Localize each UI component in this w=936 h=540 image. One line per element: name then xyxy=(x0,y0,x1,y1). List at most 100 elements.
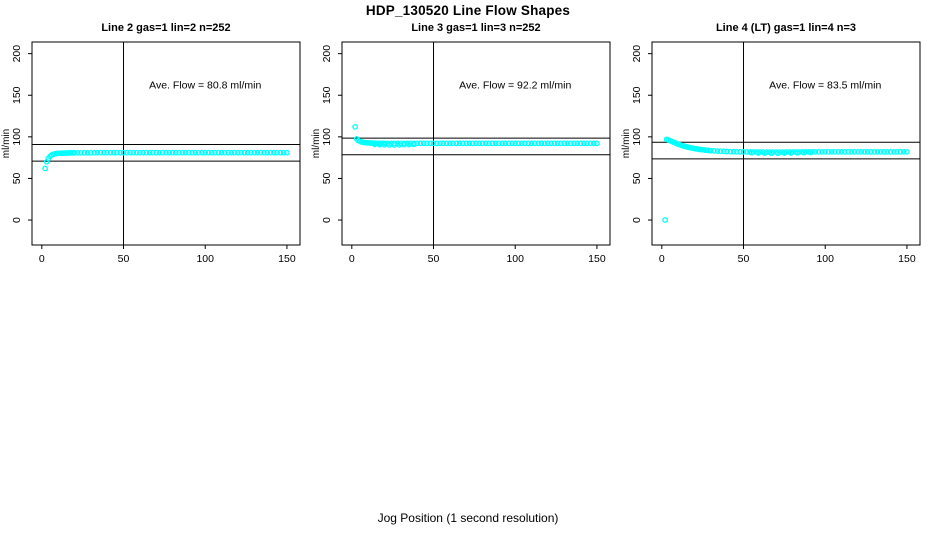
data-point xyxy=(594,140,600,147)
data-point xyxy=(734,148,740,155)
data-point xyxy=(473,140,479,147)
data-point xyxy=(561,140,568,147)
y-tick-label: 200 xyxy=(11,45,23,63)
data-point xyxy=(707,147,714,154)
y-tick-label: 100 xyxy=(11,128,23,146)
y-axis-label: ml/min xyxy=(621,129,632,158)
data-point xyxy=(133,149,140,156)
data-point xyxy=(724,148,731,155)
data-point xyxy=(476,140,483,147)
data-point xyxy=(541,140,548,147)
data-point xyxy=(84,149,91,156)
data-point xyxy=(874,149,881,155)
data-point xyxy=(486,140,492,147)
data-point xyxy=(192,149,199,156)
y-tick-label: 150 xyxy=(321,86,333,104)
data-point xyxy=(525,140,532,147)
y-axis-label: ml/min xyxy=(311,129,322,158)
data-point xyxy=(254,149,261,156)
data-point xyxy=(251,149,258,156)
data-point xyxy=(225,149,231,156)
data-point xyxy=(788,150,794,156)
data-point xyxy=(443,140,450,147)
data-point xyxy=(884,149,891,155)
data-point xyxy=(815,149,822,155)
data-point xyxy=(456,140,463,147)
data-point xyxy=(466,140,473,147)
plot-panel: Line 4 (LT) gas=1 lin=4 n=3 0 50 100 150 0 50 1… xyxy=(621,22,921,265)
data-point xyxy=(153,149,160,156)
data-point xyxy=(662,217,668,223)
data-point xyxy=(447,140,453,147)
data-point xyxy=(904,149,910,155)
data-point xyxy=(861,149,868,155)
data-point xyxy=(215,149,222,156)
data-point xyxy=(518,140,525,147)
data-point xyxy=(460,140,466,147)
y-tick-label: 50 xyxy=(631,172,643,184)
plot-frame xyxy=(651,41,921,246)
data-point xyxy=(143,149,150,156)
ave-flow-annotation: Ave. Flow = 92.2 ml/min xyxy=(459,80,571,92)
data-point xyxy=(91,149,97,156)
ave-flow-annotation: Ave. Flow = 83.5 ml/min xyxy=(769,80,881,92)
data-point xyxy=(577,140,584,147)
data-point xyxy=(848,149,855,155)
x-tick-label: 50 xyxy=(118,253,130,265)
data-point xyxy=(894,149,900,155)
data-point xyxy=(711,148,717,154)
x-tick-label: 100 xyxy=(196,253,214,265)
data-point xyxy=(528,140,535,147)
data-point xyxy=(469,140,476,147)
data-point xyxy=(202,149,209,156)
data-point xyxy=(104,149,111,156)
data-point xyxy=(411,141,417,148)
data-point xyxy=(538,140,545,147)
data-point xyxy=(564,140,571,147)
data-point xyxy=(864,149,871,155)
panel-title: Line 2 gas=1 lin=2 n=252 xyxy=(101,22,230,34)
data-point xyxy=(574,140,581,147)
y-tick-label: 150 xyxy=(631,86,643,104)
data-point xyxy=(440,140,447,147)
data-point xyxy=(825,149,832,155)
data-point xyxy=(78,149,84,156)
x-tick-label: 50 xyxy=(428,253,440,265)
data-point xyxy=(737,148,744,155)
y-tick-label: 200 xyxy=(631,45,643,63)
data-point xyxy=(548,140,555,147)
data-point xyxy=(437,140,443,147)
data-point xyxy=(433,140,440,147)
data-point xyxy=(774,150,781,157)
data-point xyxy=(453,140,460,147)
data-point xyxy=(284,149,290,156)
panel-title: Line 3 gas=1 lin=3 n=252 xyxy=(411,22,540,34)
data-point xyxy=(114,149,120,156)
y-tick-label: 50 xyxy=(11,172,23,184)
data-point xyxy=(261,149,267,156)
data-point xyxy=(855,149,861,155)
x-tick-label: 150 xyxy=(278,253,296,265)
data-point xyxy=(81,149,88,156)
data-point xyxy=(581,140,587,147)
data-point xyxy=(794,149,801,156)
data-point xyxy=(877,149,884,155)
data-point xyxy=(107,149,114,156)
data-point xyxy=(228,149,235,156)
data-point xyxy=(499,140,505,147)
data-point xyxy=(761,150,768,156)
data-point xyxy=(71,149,78,156)
data-point xyxy=(94,149,101,156)
data-point xyxy=(414,140,421,147)
x-tick-label: 100 xyxy=(816,253,834,265)
x-tick-label: 150 xyxy=(898,253,916,265)
data-point xyxy=(97,149,104,156)
data-point xyxy=(545,140,551,147)
data-point xyxy=(427,140,434,147)
data-point xyxy=(417,140,424,147)
data-point xyxy=(208,149,215,156)
data-point xyxy=(169,149,176,156)
data-point xyxy=(851,149,858,155)
data-point xyxy=(271,149,277,156)
